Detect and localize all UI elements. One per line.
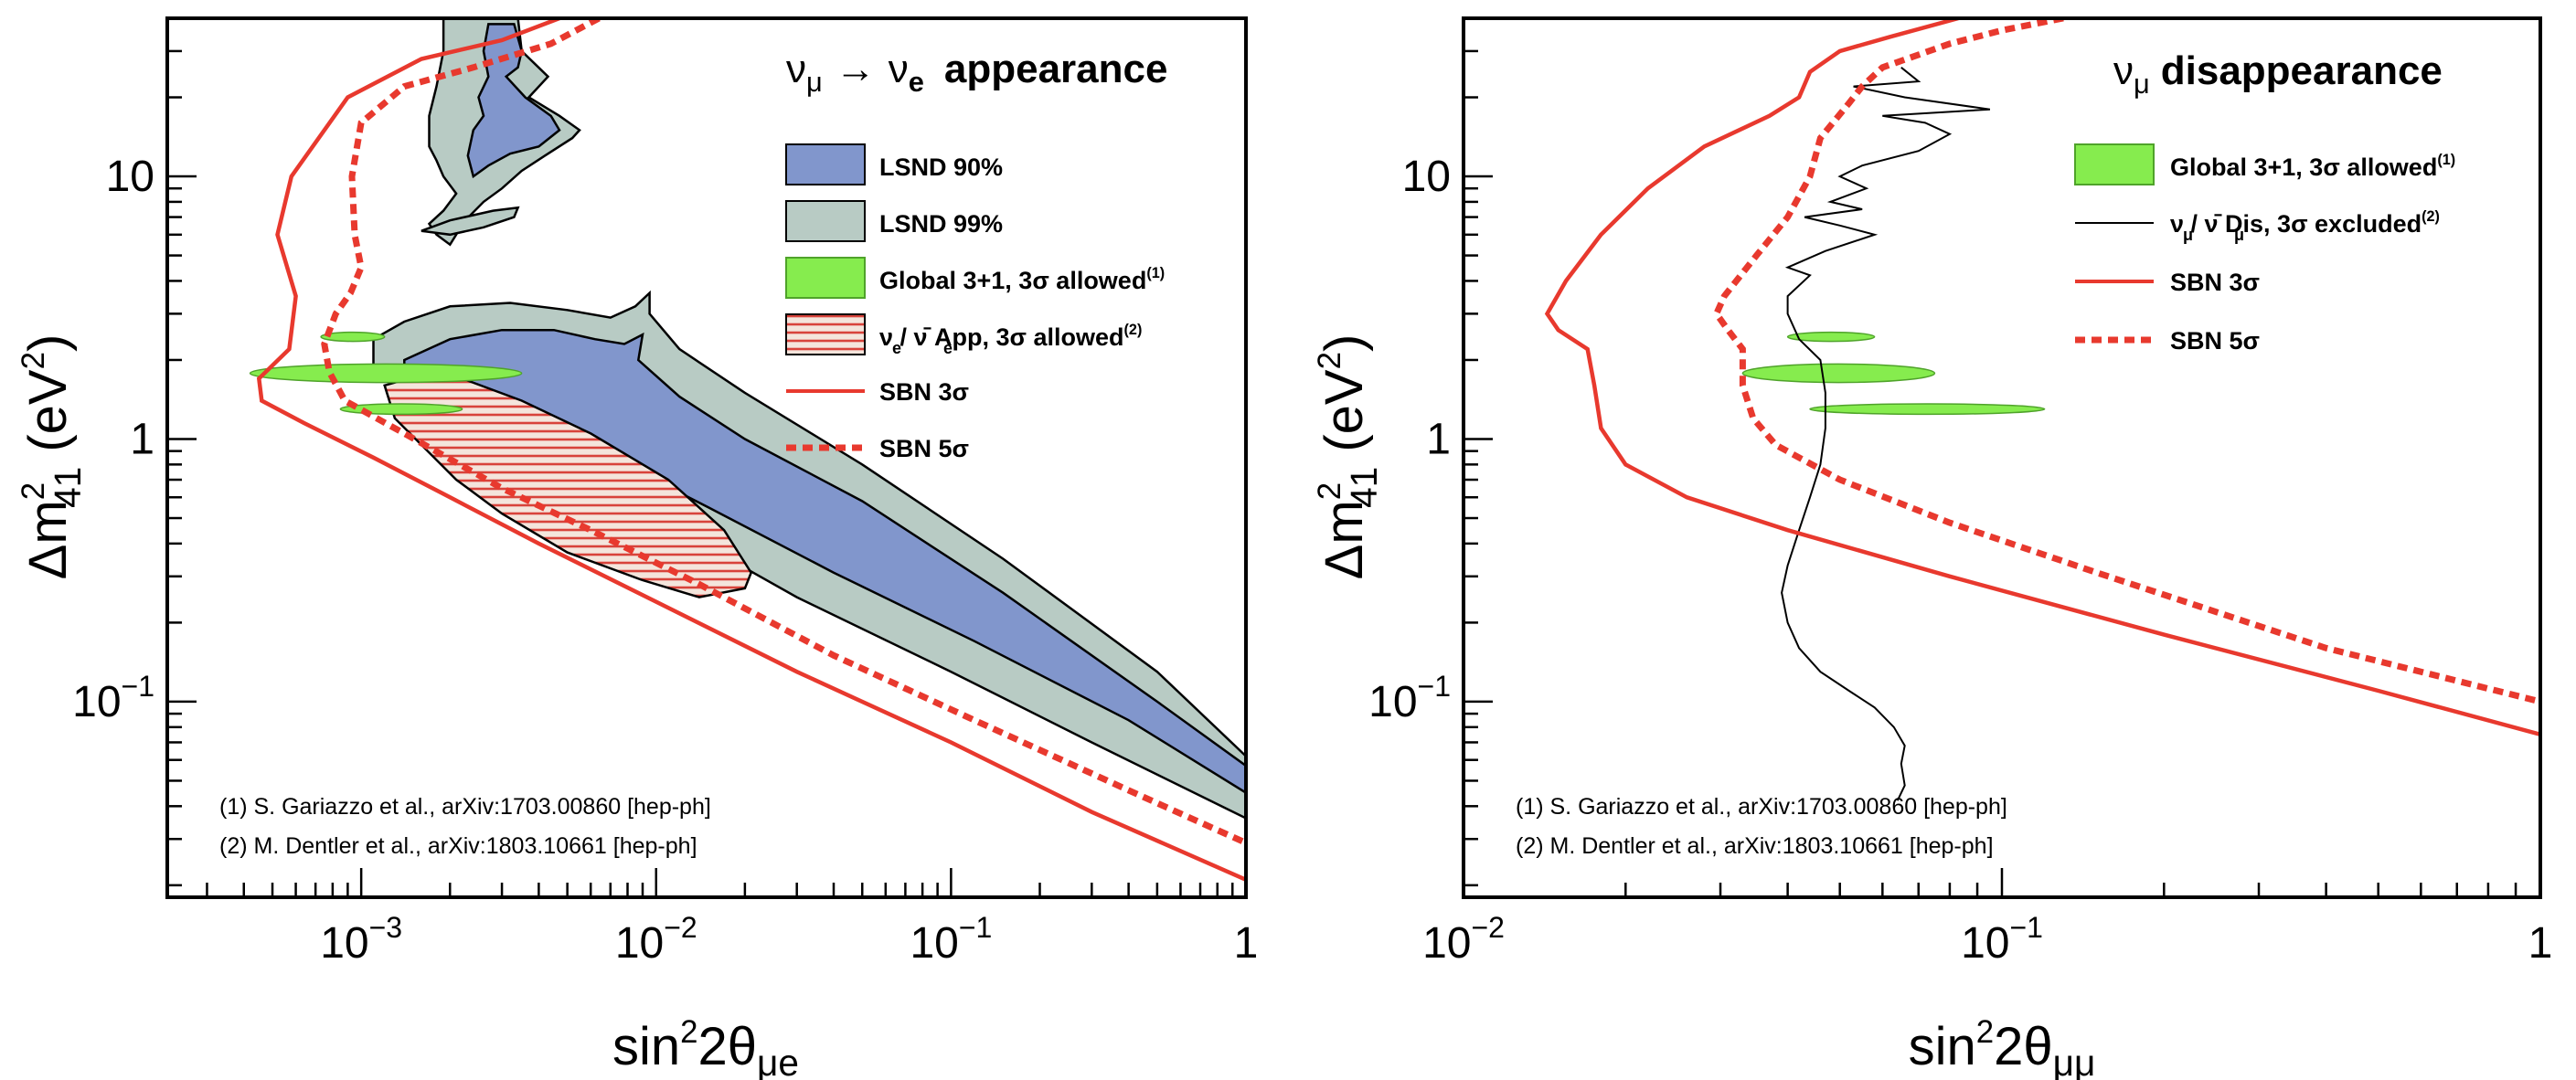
appearance-plot-area (249, 18, 1246, 882)
legend-label-global-dis: Global 3+1, 3σ allowed(1) (2170, 152, 2455, 181)
legend-swatch-global (785, 257, 866, 299)
legend-label-sbn5: SBN 5σ (879, 435, 969, 462)
appearance-y-axis-title: Δm241 (eV2) (16, 334, 89, 580)
appearance-y-tick-label: 10 (106, 153, 154, 201)
appearance-x-tick-label: 10−3 (320, 911, 402, 968)
appearance-x-axis-title: sin22θμe (612, 1014, 799, 1080)
appearance-x-tick-label: 10−1 (910, 911, 992, 968)
disappearance-x-tick-label: 10−2 (1422, 911, 1505, 968)
legend-label-sbn5-dis: SBN 5σ (2170, 327, 2260, 355)
legend-dis-nu-sub-2: μ (2234, 226, 2244, 244)
legend-app-nu-sub-1: e (892, 339, 901, 357)
disappearance-plot-area (1544, 18, 2540, 801)
disappearance-x-axis-title: sin22θμμ (1909, 1014, 2096, 1080)
legend-app-nu-sub-2: e (943, 339, 953, 357)
disappearance-sbn-3sigma-curve (1544, 18, 2540, 736)
lsnd99-region-island (420, 206, 520, 237)
appearance-sbn-3sigma-curve (256, 18, 1246, 882)
appearance-y-tick-label: 10−1 (72, 670, 154, 726)
legend-label-global: Global 3+1, 3σ allowed(1) (879, 265, 1165, 294)
disappearance-y-tick-label: 10 (1402, 153, 1451, 201)
disappearance-ticks: 10−2 10−1 1 10−1 1 10 (1368, 16, 2553, 968)
legend-label-lsnd99: LSND 99% (879, 210, 1003, 238)
app-allowed-hatched-region (383, 374, 753, 598)
disappearance-global-allowed-island-2 (1809, 403, 2046, 416)
appearance-global-allowed-island-3 (320, 331, 386, 343)
appearance-panel: 10−3 10−2 10−1 1 10−1 1 10 νμ → νe appearance LSN… (16, 16, 1259, 1080)
appearance-x-tick-label: 10−2 (615, 911, 697, 968)
appearance-global-allowed-island-1 (249, 363, 523, 384)
dis-excluded-curve (1781, 67, 1991, 801)
disappearance-sbn-5sigma-curve (1712, 18, 2540, 705)
legend-swatch-lsnd90 (785, 143, 866, 185)
appearance-frame (165, 16, 1248, 899)
disappearance-y-tick-label: 10−1 (1368, 670, 1451, 726)
legend-label-app: ν / ν̄ App, 3σ allowed(2) (879, 322, 1142, 351)
disappearance-legend: Global 3+1, 3σ allowed(1) ν / ν̄ Dis, 3σ… (2074, 143, 2455, 355)
disappearance-y-axis-title: Δm241 (eV2) (1312, 334, 1385, 580)
appearance-reference-1: (1) S. Gariazzo et al., arXiv:1703.00860… (219, 794, 711, 820)
legend-label-dis: ν / ν̄ Dis, 3σ excluded(2) (2170, 208, 2440, 238)
appearance-ticks: 10−3 10−2 10−1 1 10−1 1 10 (72, 16, 1259, 968)
disappearance-reference-2: (2) M. Dentler et al., arXiv:1803.10661 … (1516, 833, 1994, 859)
legend-label-sbn3: SBN 3σ (879, 378, 969, 406)
disappearance-y-tick-label: 1 (1426, 415, 1451, 463)
disappearance-global-allowed-island-3 (1786, 331, 1876, 343)
disappearance-x-tick-label: 1 (2528, 919, 2553, 968)
disappearance-panel: 10−2 10−1 1 10−1 1 10 νμ disappearance Global … (1312, 16, 2553, 1080)
legend-label-sbn3-dis: SBN 3σ (2170, 269, 2260, 296)
appearance-global-allowed-island-2 (339, 403, 463, 416)
disappearance-x-tick-label: 10−1 (1961, 911, 2043, 968)
disappearance-frame (1462, 16, 2542, 899)
disappearance-global-allowed-island-1 (1741, 363, 1936, 384)
legend-swatch-global-dis (2074, 143, 2155, 185)
appearance-title: νμ → νe appearance (786, 47, 1167, 98)
legend-dis-nu-sub-1: μ (2183, 226, 2193, 244)
legend-swatch-app-hatch (785, 313, 866, 355)
appearance-y-tick-label: 1 (130, 415, 154, 463)
appearance-sbn-5sigma-curve (321, 18, 1246, 846)
disappearance-title: νμ disappearance (2113, 48, 2443, 100)
appearance-reference-2: (2) M. Dentler et al., arXiv:1803.10661 … (219, 833, 697, 859)
legend-swatch-lsnd99 (785, 200, 866, 242)
legend-label-lsnd90: LSND 90% (879, 154, 1003, 181)
appearance-legend: LSND 90% LSND 99% Global 3+1, 3σ allowed… (785, 143, 1165, 462)
appearance-x-tick-label: 1 (1234, 919, 1259, 968)
disappearance-reference-1: (1) S. Gariazzo et al., arXiv:1703.00860… (1516, 794, 2007, 820)
